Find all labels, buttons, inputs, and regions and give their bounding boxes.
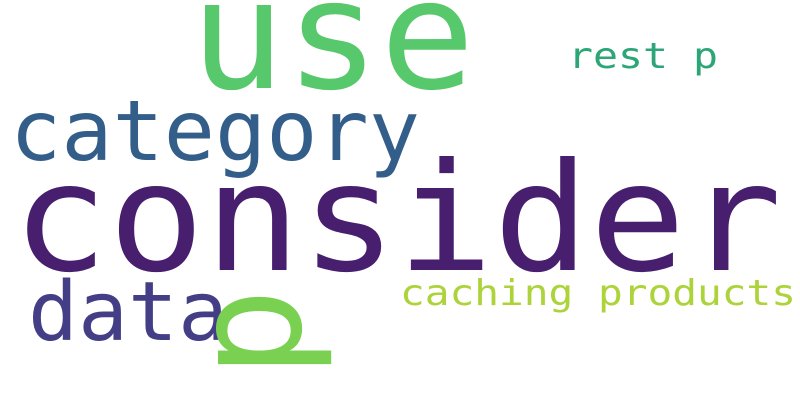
word-consider: consider bbox=[12, 132, 782, 306]
word-data: data bbox=[28, 265, 228, 360]
word-p: p bbox=[162, 288, 336, 378]
word-category: category bbox=[10, 82, 420, 180]
word-caching-products: caching products bbox=[400, 273, 796, 314]
word-rest-p: rest p bbox=[568, 36, 718, 77]
word-use: use bbox=[190, 0, 475, 124]
